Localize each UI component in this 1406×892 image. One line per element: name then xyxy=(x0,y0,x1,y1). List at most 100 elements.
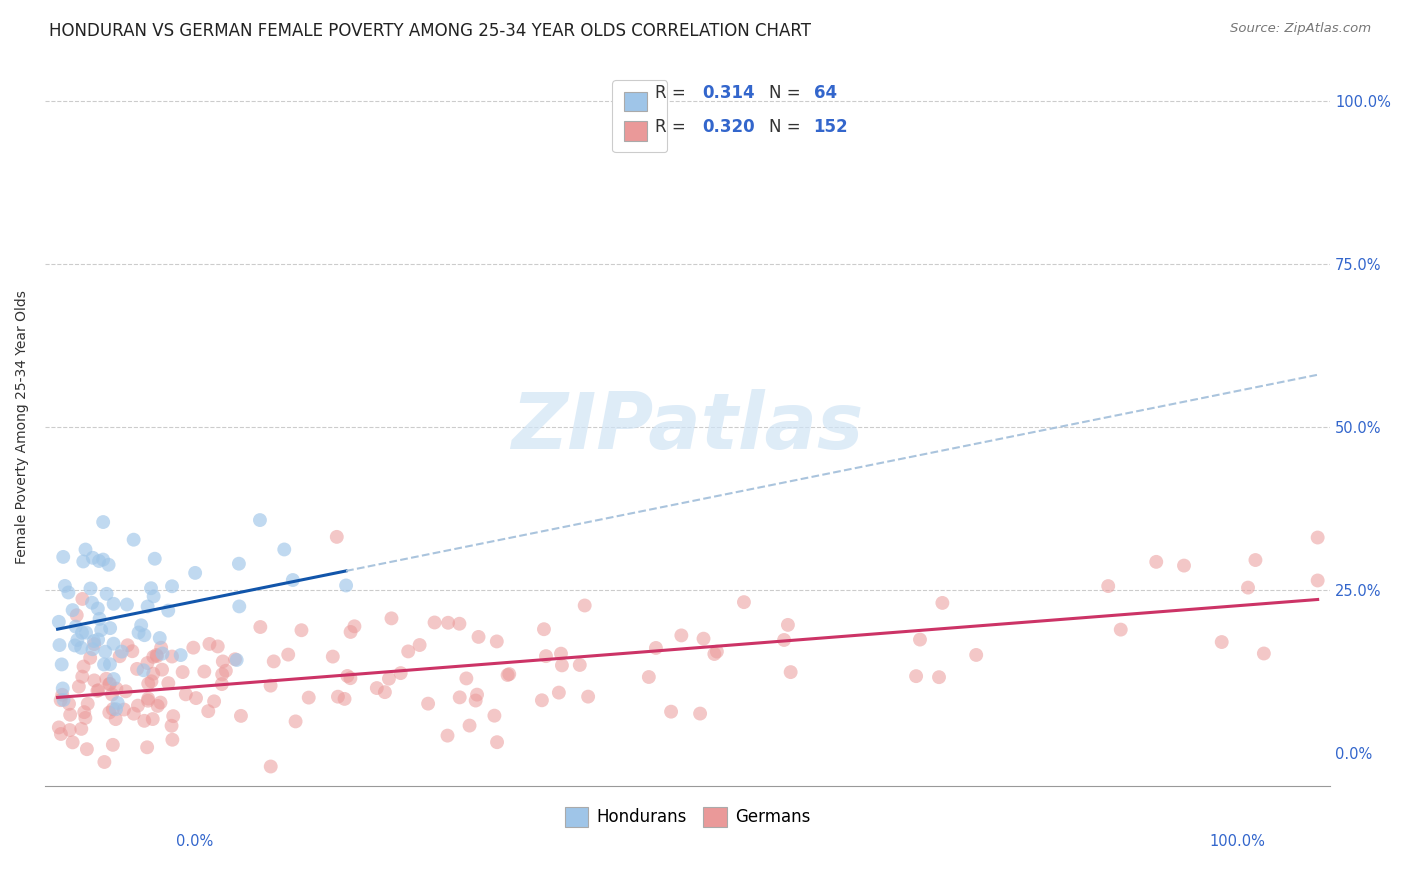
Point xyxy=(86,683,108,698)
Point xyxy=(773,632,796,647)
Point xyxy=(51,657,73,672)
Point xyxy=(75,542,97,557)
Point xyxy=(101,688,124,702)
Point xyxy=(380,611,402,625)
Point xyxy=(87,683,110,698)
Point xyxy=(335,578,357,592)
Point xyxy=(211,677,233,691)
Point xyxy=(637,670,659,684)
Point xyxy=(779,665,801,679)
Point xyxy=(458,718,481,732)
Point xyxy=(122,533,145,547)
Point xyxy=(172,665,194,679)
Point xyxy=(1306,574,1329,588)
Point xyxy=(339,624,361,639)
Point xyxy=(449,690,471,705)
Point xyxy=(103,637,125,651)
Point xyxy=(273,542,295,557)
Point xyxy=(215,664,238,678)
Point xyxy=(576,690,599,704)
Point xyxy=(70,722,93,736)
Text: 152: 152 xyxy=(814,118,848,136)
Point xyxy=(136,691,159,706)
Point xyxy=(66,632,89,647)
Point xyxy=(1306,531,1329,545)
Point xyxy=(486,735,509,749)
Point xyxy=(1211,635,1233,649)
Point xyxy=(142,590,165,604)
Point xyxy=(83,673,105,688)
Point xyxy=(645,640,668,655)
Point xyxy=(79,651,101,665)
Point xyxy=(389,666,412,681)
Point xyxy=(136,694,159,708)
Text: R =: R = xyxy=(655,84,692,102)
Text: 64: 64 xyxy=(814,84,837,102)
Point xyxy=(183,640,205,655)
Point xyxy=(52,693,75,707)
Point xyxy=(184,691,207,706)
Point xyxy=(449,616,471,631)
Point xyxy=(530,693,553,707)
Point xyxy=(91,515,114,529)
Point xyxy=(298,690,321,705)
Point xyxy=(228,599,250,614)
Point xyxy=(484,708,506,723)
Point xyxy=(58,585,80,599)
Text: Source: ZipAtlas.com: Source: ZipAtlas.com xyxy=(1230,22,1371,36)
Point xyxy=(58,697,80,711)
Point xyxy=(229,709,252,723)
Point xyxy=(260,759,283,773)
Point xyxy=(1237,581,1260,595)
Point xyxy=(105,702,128,716)
Point xyxy=(103,672,125,686)
Point xyxy=(198,637,221,651)
Point xyxy=(464,693,486,707)
Point xyxy=(143,551,166,566)
Point xyxy=(103,597,125,611)
Point xyxy=(456,672,478,686)
Point xyxy=(73,705,96,719)
Point xyxy=(211,667,233,681)
Point xyxy=(87,632,110,647)
Point xyxy=(149,696,172,710)
Point xyxy=(48,615,70,629)
Point xyxy=(98,706,121,720)
Text: 100.0%: 100.0% xyxy=(1209,834,1265,849)
Point xyxy=(498,667,520,681)
Text: R =: R = xyxy=(655,118,692,136)
Point xyxy=(72,659,94,673)
Point xyxy=(437,615,460,630)
Point xyxy=(249,620,271,634)
Point xyxy=(139,581,162,595)
Point xyxy=(263,654,285,668)
Point xyxy=(343,619,366,633)
Text: N =: N = xyxy=(769,84,806,102)
Point xyxy=(97,558,120,572)
Point xyxy=(211,655,233,669)
Point xyxy=(94,645,117,659)
Point xyxy=(170,648,193,662)
Point xyxy=(1097,579,1119,593)
Point xyxy=(366,681,388,695)
Text: 0.320: 0.320 xyxy=(702,118,755,136)
Point xyxy=(174,687,197,701)
Point xyxy=(111,644,134,658)
Point xyxy=(72,591,94,606)
Point xyxy=(76,697,98,711)
Point xyxy=(91,552,114,566)
Point xyxy=(98,677,121,691)
Point xyxy=(145,648,167,662)
Point xyxy=(83,634,105,648)
Text: N =: N = xyxy=(769,118,806,136)
Point xyxy=(75,711,97,725)
Legend: Hondurans, Germans: Hondurans, Germans xyxy=(557,799,818,835)
Point xyxy=(75,625,97,640)
Point xyxy=(105,681,128,696)
Point xyxy=(671,628,693,642)
Point xyxy=(141,674,163,689)
Point xyxy=(703,647,725,661)
Point xyxy=(1244,553,1267,567)
Point xyxy=(336,669,359,683)
Point xyxy=(249,513,271,527)
